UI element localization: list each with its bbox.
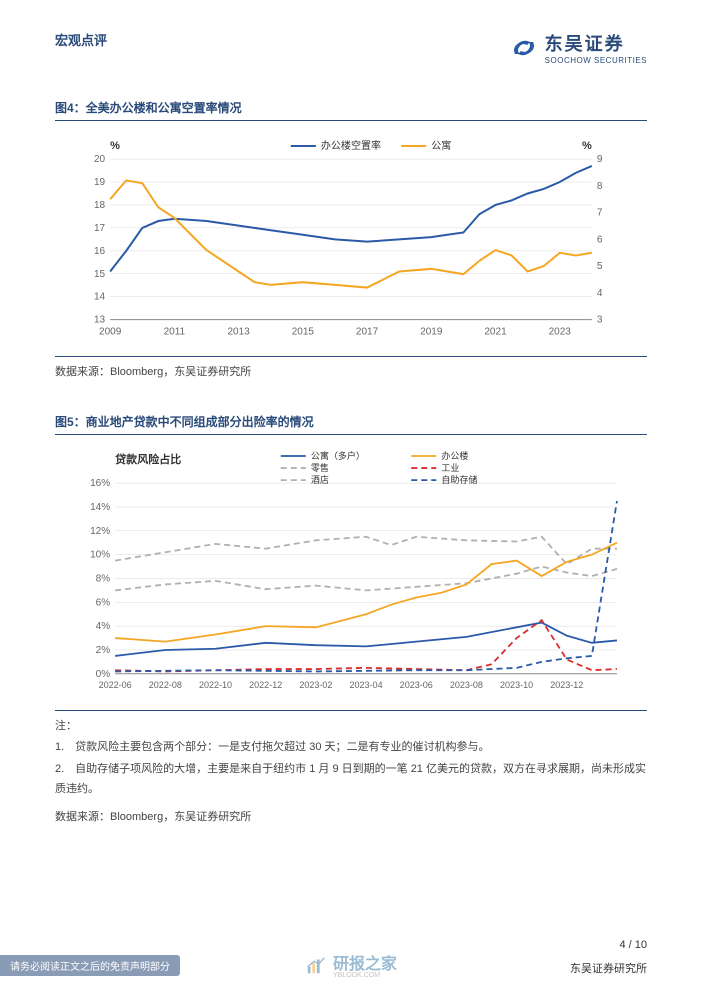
svg-text:2011: 2011 [164,327,186,338]
svg-text:办公楼空置率: 办公楼空置率 [321,139,381,152]
svg-text:2023-10: 2023-10 [500,680,533,690]
svg-text:8: 8 [597,181,603,192]
svg-text:16: 16 [94,246,106,257]
svg-text:4: 4 [597,288,603,299]
svg-text:2021: 2021 [484,327,507,338]
svg-text:16%: 16% [90,478,110,489]
svg-text:公寓（多户）: 公寓（多户） [311,450,365,461]
figure4-title: 图4：全美办公楼和公寓空置率情况 [55,95,647,121]
svg-text:酒店: 酒店 [311,474,329,485]
svg-text:2023-04: 2023-04 [350,680,383,690]
svg-text:2022-06: 2022-06 [99,680,132,690]
footer-disclaimer: 请务必阅读正文之后的免责声明部分 [0,955,180,976]
svg-text:14%: 14% [90,502,110,513]
notes-item-2: 2. 自助存储子项风险的大增，主要是来自于纽约市 1 月 9 日到期的一笔 21… [55,760,647,800]
svg-text:贷款风险占比: 贷款风险占比 [115,452,181,466]
svg-text:8%: 8% [96,573,111,584]
notes-title: 注： [55,717,647,737]
svg-text:2022-12: 2022-12 [249,680,282,690]
figure4-source: 数据来源：Bloomberg，东吴证券研究所 [55,356,647,379]
svg-text:4%: 4% [96,621,111,632]
svg-text:3: 3 [597,315,603,326]
svg-text:办公楼: 办公楼 [441,450,468,461]
svg-text:零售: 零售 [311,462,329,473]
svg-text:6: 6 [597,234,603,245]
svg-text:2023-08: 2023-08 [450,680,483,690]
svg-text:13: 13 [94,315,106,326]
svg-text:6%: 6% [96,597,111,608]
svg-text:2023-12: 2023-12 [550,680,583,690]
svg-text:%: % [110,140,120,152]
svg-text:18: 18 [94,200,106,211]
svg-text:2019: 2019 [420,327,443,338]
svg-text:7: 7 [597,208,603,219]
svg-text:2017: 2017 [356,327,379,338]
svg-text:5: 5 [597,261,603,272]
svg-text:2013: 2013 [227,327,250,338]
svg-text:17: 17 [94,223,106,234]
svg-text:自助存储: 自助存储 [441,474,477,485]
figure5-title: 图5：商业地产贷款中不同组成部分出险率的情况 [55,409,647,435]
svg-text:10%: 10% [90,549,110,560]
svg-text:9: 9 [597,154,603,165]
svg-text:公寓: 公寓 [431,139,451,152]
company-logo: 东吴证券 SOOCHOW SECURITIES [509,30,647,65]
page-header: 宏观点评 东吴证券 SOOCHOW SECURITIES [0,0,702,75]
main-content: 图4：全美办公楼和公寓空置率情况 13 14 15 16 17 18 19 20 3 4 5 6 7 8 9… [0,75,702,828]
logo-text-cn: 东吴证券 [545,30,647,56]
svg-text:2015: 2015 [292,327,315,338]
svg-text:2%: 2% [96,645,111,656]
svg-text:0%: 0% [96,669,111,680]
figure5-source: 数据来源：Bloomberg，东吴证券研究所 [55,808,647,828]
svg-text:2023-06: 2023-06 [400,680,433,690]
page-footer: 请务必阅读正文之后的免责声明部分 东吴证券研究所 [0,945,702,991]
svg-text:2023-02: 2023-02 [299,680,332,690]
footer-research: 东吴证券研究所 [570,960,647,976]
notes-item-1: 1. 贷款风险主要包含两个部分：一是支付拖欠超过 30 天；二是有专业的催讨机构… [55,738,647,758]
figure5-notes: 注： 1. 贷款风险主要包含两个部分：一是支付拖欠超过 30 天；二是有专业的催… [55,710,647,828]
svg-text:2009: 2009 [99,327,122,338]
svg-text:2022-10: 2022-10 [199,680,232,690]
figure4-chart: 13 14 15 16 17 18 19 20 3 4 5 6 7 8 9 2009 2011 2013 2015 2… [55,129,647,350]
figure5-chart: 0% 2% 4% 6% 8% 10% 12% 14% 16% 2022-06 2022-08 2022… [55,443,647,704]
report-category: 宏观点评 [55,30,107,49]
svg-text:2022-08: 2022-08 [149,680,182,690]
svg-text:20: 20 [94,154,106,165]
figure4-svg: 13 14 15 16 17 18 19 20 3 4 5 6 7 8 9 2009 2011 2013 2015 2… [70,134,632,345]
svg-text:15: 15 [94,269,106,280]
figure5-svg: 0% 2% 4% 6% 8% 10% 12% 14% 16% 2022-06 2022-08 2022… [70,448,632,699]
svg-text:12%: 12% [90,526,110,537]
svg-text:工业: 工业 [441,463,459,473]
logo-text-en: SOOCHOW SECURITIES [545,56,647,65]
svg-text:2023: 2023 [549,327,572,338]
logo-icon [509,33,539,63]
svg-text:19: 19 [94,177,106,188]
svg-text:%: % [582,140,592,152]
svg-text:14: 14 [94,292,106,303]
